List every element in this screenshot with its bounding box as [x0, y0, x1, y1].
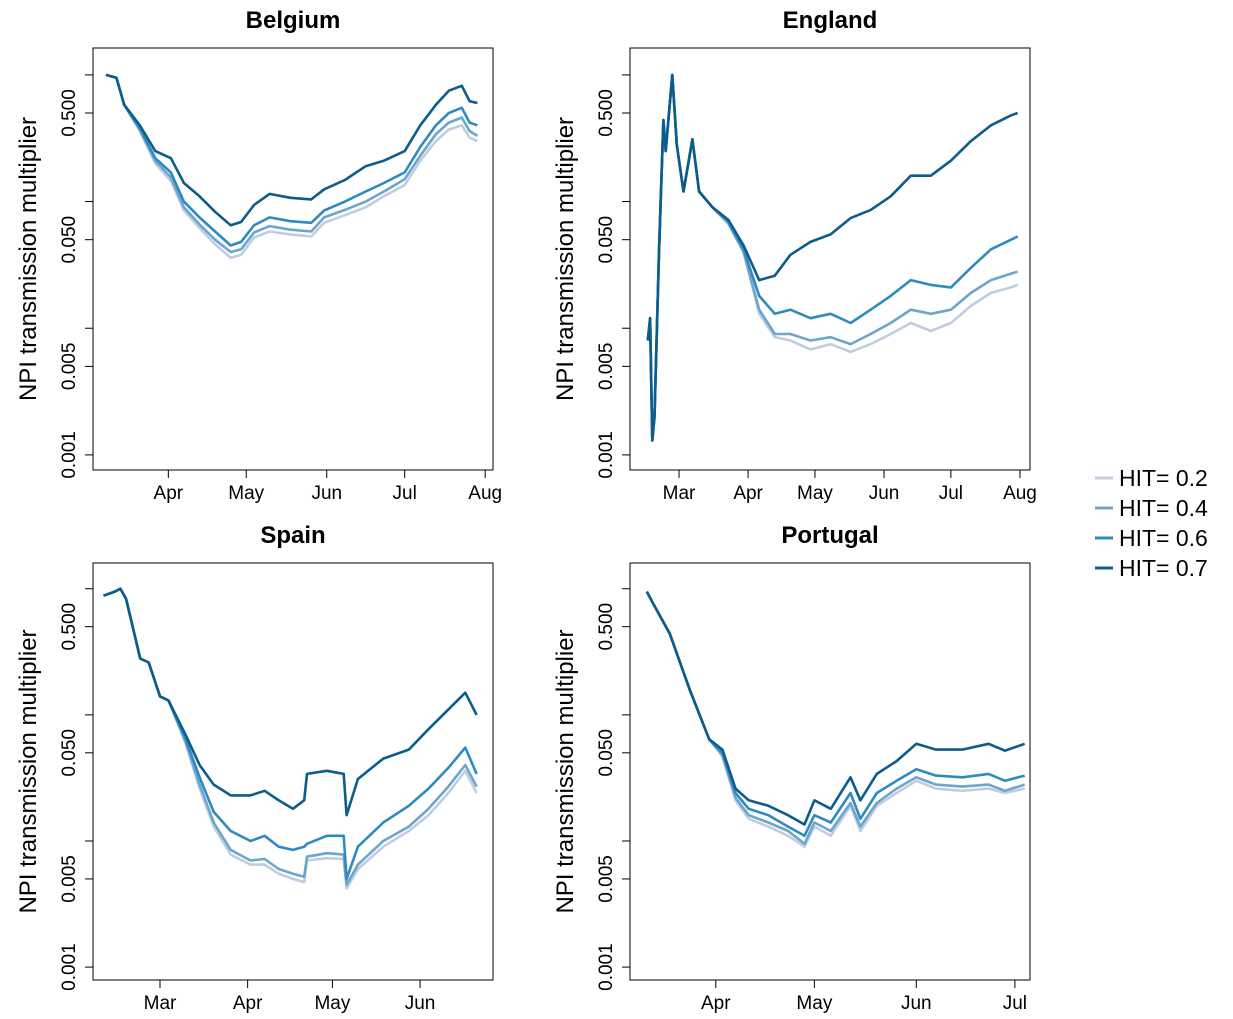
y-tick-label: 0.005	[596, 343, 617, 391]
series-line	[646, 73, 1019, 442]
y-tick-label: 0.001	[59, 431, 80, 479]
y-tick-label: 0.050	[596, 729, 617, 777]
x-tick-label: Apr	[733, 483, 763, 504]
y-axis-label: NPI transmission multiplier	[552, 629, 579, 913]
series-line	[105, 73, 478, 260]
series-line	[105, 73, 478, 247]
series-line	[645, 590, 1025, 848]
y-tick-label: 0.500	[59, 89, 80, 137]
legend-label: HIT= 0.4	[1119, 495, 1208, 521]
panel: Spain NPI transmission multiplier 0.001 0.0…	[15, 522, 494, 1014]
x-tick-label: Jun	[869, 483, 900, 504]
series-line	[646, 73, 1019, 442]
x-tick-label: Mar	[663, 483, 696, 504]
y-axis-label: NPI transmission multiplier	[15, 117, 42, 401]
legend-label: HIT= 0.6	[1119, 525, 1208, 551]
series-line	[103, 587, 478, 817]
x-tick-label: Aug	[1003, 483, 1037, 504]
x-tick-label: Apr	[154, 483, 184, 504]
panel-title: Spain	[260, 522, 325, 549]
panel: Belgium NPI transmission multiplier 0.001 0…	[15, 7, 502, 504]
y-tick-label: 0.001	[596, 943, 617, 991]
y-axis-label: NPI transmission multiplier	[552, 117, 579, 401]
x-tick-label: May	[314, 993, 350, 1014]
y-tick-label: 0.050	[596, 216, 617, 264]
y-tick-label: 0.500	[59, 603, 80, 651]
legend-label: HIT= 0.7	[1119, 555, 1208, 581]
x-tick-label: May	[228, 483, 264, 504]
x-tick-label: May	[797, 483, 833, 504]
plot-frame	[629, 47, 1031, 471]
y-tick-label: 0.500	[596, 89, 617, 137]
x-tick-label: Jun	[311, 483, 342, 504]
y-tick-label: 0.001	[596, 431, 617, 479]
y-axis-label: NPI transmission multiplier	[15, 629, 42, 913]
series-line	[103, 587, 478, 881]
legend: HIT= 0.2 HIT= 0.4 HIT= 0.6 HIT= 0.7	[1095, 465, 1208, 581]
series-line	[105, 73, 478, 227]
y-tick-label: 0.050	[59, 216, 80, 264]
x-tick-label: Jul	[939, 483, 963, 504]
x-tick-label: Aug	[468, 483, 502, 504]
panel-title: England	[783, 7, 878, 34]
plot-frame	[92, 562, 494, 981]
y-tick-label: 0.005	[596, 855, 617, 903]
y-tick-label: 0.500	[596, 603, 617, 651]
x-tick-label: Apr	[701, 993, 731, 1014]
series-line	[646, 73, 1019, 442]
panel-title: Portugal	[781, 522, 878, 549]
y-tick-label: 0.001	[59, 943, 80, 991]
plot-frame	[92, 47, 494, 471]
y-tick-label: 0.005	[59, 343, 80, 391]
x-tick-label: Jul	[1003, 993, 1027, 1014]
legend-label: HIT= 0.2	[1119, 465, 1208, 491]
series-line	[105, 73, 479, 254]
x-tick-label: Jul	[393, 483, 417, 504]
x-tick-label: Jun	[405, 993, 436, 1014]
x-tick-label: Mar	[144, 993, 177, 1014]
x-tick-label: Apr	[233, 993, 263, 1014]
plot-frame	[629, 562, 1031, 981]
panel: England NPI transmission multiplier 0.001 0…	[552, 7, 1037, 504]
y-tick-label: 0.050	[59, 729, 80, 777]
series-line	[645, 590, 1026, 846]
series-line	[646, 73, 1019, 442]
y-tick-label: 0.005	[59, 855, 80, 903]
panel: Portugal NPI transmission multiplier 0.001…	[552, 522, 1031, 1014]
x-tick-label: May	[796, 993, 832, 1014]
panel-title: Belgium	[246, 7, 341, 34]
x-tick-label: Jun	[901, 993, 932, 1014]
series-line	[645, 590, 1026, 826]
